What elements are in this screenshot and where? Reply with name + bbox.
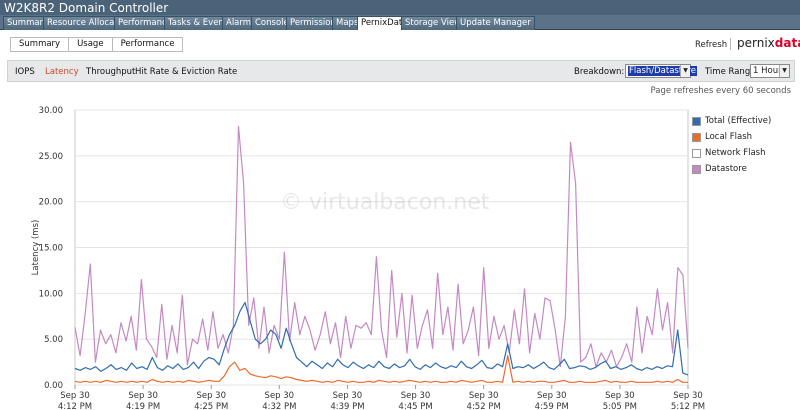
legend-label-total: Total (Effective) (705, 116, 772, 126)
legend-item-local-flash[interactable]: Local Flash (692, 133, 771, 149)
metric-iops[interactable]: IOPS (15, 67, 35, 77)
x-tick-time: 4:39 PM (330, 402, 364, 410)
series-line-total (74, 301, 689, 376)
y-tick-label: 20.00 (39, 198, 63, 208)
breakdown-label: Breakdown: (574, 67, 625, 77)
refresh-link[interactable]: Refresh (695, 40, 728, 50)
metric-hit-rate-eviction[interactable]: Hit Rate & Eviction Rate (135, 67, 238, 77)
breakdown-select[interactable]: Flash/Datastore ▼ (625, 64, 697, 78)
legend-label-datastore: Datastore (705, 164, 747, 174)
legend-swatch-total (692, 117, 701, 126)
y-tick-label: 5.00 (44, 335, 63, 345)
metric-latency[interactable]: Latency (45, 67, 79, 77)
brand-prefix: pernix (737, 36, 775, 50)
legend-swatch-network-flash (692, 149, 701, 158)
legend-swatch-datastore (692, 165, 701, 174)
metric-filter-bar: IOPS Latency Throughput Hit Rate & Evict… (7, 60, 795, 82)
breakdown-value: Flash/Datastore (628, 66, 697, 76)
subnav: Summary Usage Performance (10, 37, 184, 52)
y-tick-label: 10.00 (39, 289, 63, 299)
x-tick-time: 4:52 PM (467, 402, 501, 410)
x-tick-time: 4:19 PM (126, 402, 160, 410)
legend-item-datastore[interactable]: Datastore (692, 165, 771, 181)
tab-update-manager[interactable]: Update Manager (456, 16, 535, 30)
subtab-summary[interactable]: Summary (10, 37, 70, 52)
brand-divider (730, 38, 731, 50)
x-tick-time: 5:12 PM (671, 402, 705, 410)
y-tick-label: 15.00 (39, 244, 63, 254)
x-tick-time: 4:32 PM (262, 402, 296, 410)
x-tick-time: 4:25 PM (194, 402, 228, 410)
timerange-label: Time Range: (705, 67, 759, 77)
legend-label-network-flash: Network Flash (705, 148, 766, 158)
subtab-usage[interactable]: Usage (68, 37, 113, 52)
legend-item-network-flash[interactable]: Network Flash (692, 149, 771, 165)
metric-throughput[interactable]: Throughput (86, 67, 136, 77)
y-tick-label: 30.00 (39, 106, 63, 116)
series-line-datastore (74, 125, 689, 368)
window-titlebar: W2K8R2 Domain Controller (0, 0, 800, 15)
x-tick-date: Sep 30 (537, 391, 567, 401)
chevron-down-icon[interactable]: ▼ (680, 65, 690, 77)
x-tick-time: 4:12 PM (58, 402, 92, 410)
x-tick-date: Sep 30 (469, 391, 499, 401)
y-tick-label: 25.00 (39, 152, 63, 162)
watermark-text: © virtualbacon.net (280, 190, 490, 215)
x-tick-date: Sep 30 (333, 391, 363, 401)
x-tick-date: Sep 30 (265, 391, 295, 401)
x-tick-date: Sep 30 (401, 391, 431, 401)
x-tick-date: Sep 30 (673, 391, 703, 401)
refresh-note: Page refreshes every 60 seconds (650, 86, 792, 96)
legend-swatch-local-flash (692, 133, 701, 142)
x-tick-time: 4:45 PM (398, 402, 432, 410)
timerange-value: 1 Hour (753, 66, 782, 76)
chevron-down-icon[interactable]: ▼ (779, 65, 789, 77)
x-tick-date: Sep 30 (128, 391, 158, 401)
y-axis-label: Latency (ms) (31, 220, 41, 276)
tab-bar: Summary Resource Allocation Performance … (0, 15, 800, 30)
series-line-local_flash (74, 355, 688, 383)
x-tick-date: Sep 30 (60, 391, 90, 401)
x-tick-time: 4:59 PM (535, 402, 569, 410)
brand-suffix: data (774, 36, 800, 50)
y-tick-label: 0.00 (44, 381, 63, 391)
x-tick-date: Sep 30 (196, 391, 226, 401)
x-tick-time: 5:05 PM (603, 402, 637, 410)
pernixdata-logo: pernixdata (730, 36, 800, 50)
subtab-performance[interactable]: Performance (111, 37, 184, 52)
window-title: W2K8R2 Domain Controller (4, 1, 169, 15)
x-tick-date: Sep 30 (605, 391, 635, 401)
chart-legend: Total (Effective) Local Flash Network Fl… (692, 117, 771, 181)
latency-chart: 0.00 5.00 10.00 15.00 20.00 25.00 30.00 Latency… (31, 106, 705, 410)
legend-item-total[interactable]: Total (Effective) (692, 117, 771, 133)
timerange-select[interactable]: 1 Hour ▼ (750, 64, 790, 78)
legend-label-local-flash: Local Flash (705, 132, 753, 142)
